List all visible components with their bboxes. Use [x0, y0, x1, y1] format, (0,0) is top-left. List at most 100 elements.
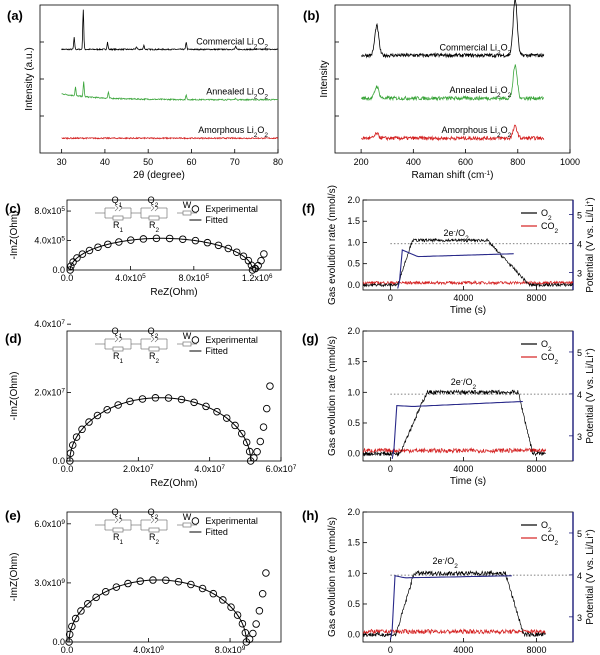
y-tick-label: 2.0 — [347, 195, 360, 205]
o2-line — [363, 389, 546, 457]
experimental-point — [67, 262, 75, 270]
series-line-0 — [361, 0, 545, 59]
label-part: 2 — [254, 93, 258, 100]
experimental-point — [233, 611, 242, 619]
label-part: 1 — [119, 227, 123, 234]
label-part: Amorphous Li — [441, 125, 497, 135]
x-axis-label: Time (s) — [450, 476, 486, 487]
experimental-point — [103, 405, 111, 414]
annotation-label: 2e-/O2 — [433, 556, 459, 570]
label-part: 4.0x10 — [194, 464, 221, 474]
legend-label-experimental: Experimental — [205, 335, 258, 345]
legend-label-experimental: Experimental — [205, 516, 258, 526]
experimental-point — [213, 407, 221, 416]
label-part: 2 — [155, 539, 159, 546]
series-label-2: Amorphous Li2O2 — [441, 125, 511, 139]
experimental-point — [191, 236, 200, 245]
x-tick-label: 400 — [406, 157, 421, 167]
label-part: 2.0x10 — [123, 464, 150, 474]
label-part: 0.0 — [61, 464, 74, 474]
experimental-point — [245, 635, 254, 643]
label-part: R — [149, 351, 156, 361]
label-part: Raman shift (cm — [412, 170, 485, 181]
circuit-q-label: Q1 — [112, 507, 123, 521]
label-part: ) — [585, 197, 596, 200]
label-part: Commercial Li — [439, 42, 497, 52]
experimental-point — [190, 398, 198, 407]
circuit-q-label: Q2 — [148, 507, 159, 521]
legend-label-o2: O2 — [541, 339, 552, 353]
x-tick-label: 800 — [510, 157, 525, 167]
label-part: O — [541, 520, 548, 530]
panel-label: (e) — [5, 508, 21, 523]
label-part: 4.0x10 — [34, 236, 61, 246]
experimental-point — [252, 620, 260, 628]
experimental-point — [73, 254, 81, 262]
experimental-point — [72, 433, 81, 441]
label-part: 0.0 — [52, 265, 65, 275]
experimental-point — [69, 258, 77, 266]
label-part: 2.0x10 — [34, 388, 61, 398]
label-part: 2 — [264, 43, 268, 50]
label-part: 9 — [242, 645, 246, 652]
y-tick-label: 0.5 — [347, 418, 360, 428]
experimental-point — [262, 404, 271, 413]
circuit-q-label: Q1 — [112, 195, 123, 209]
panel-label: (a) — [7, 8, 23, 23]
legend-marker-experimental — [191, 205, 200, 213]
experimental-point — [101, 587, 110, 596]
x-tick-label: 2.0x107 — [123, 464, 154, 475]
y-tick-label: 1.0 — [347, 237, 360, 247]
label-part: 2 — [472, 383, 476, 390]
label-part: Annealed Li — [206, 87, 254, 97]
experimental-point — [136, 577, 145, 585]
experimental-point — [149, 576, 157, 584]
x-tick-label: 50 — [143, 157, 153, 167]
label-part: O — [541, 208, 548, 218]
label-part: + — [585, 532, 592, 536]
experimental-point — [203, 238, 212, 247]
x-tick-label: 4000 — [453, 645, 473, 655]
experimental-point — [127, 236, 135, 244]
label-part: 9 — [160, 645, 164, 652]
x-tick-label: 4.0x105 — [115, 273, 146, 284]
legend-label-co2: CO2 — [541, 221, 559, 235]
label-part: 2 — [454, 563, 458, 570]
y-tick-label: 1.5 — [347, 538, 360, 548]
x-tick-label: 4.0x109 — [133, 645, 164, 655]
experimental-point — [266, 382, 274, 390]
label-part: 5 — [61, 235, 65, 242]
label-part: CO — [541, 533, 555, 543]
series-line-0 — [61, 9, 279, 52]
plot-frame — [66, 511, 282, 643]
panel-label: (d) — [5, 331, 22, 346]
x-tick-label: 8000 — [526, 293, 546, 303]
y-tick-label: 0.0 — [347, 280, 360, 290]
y-tick-label: 2.0 — [347, 507, 360, 517]
legend-label-fitted: Fitted — [205, 346, 228, 356]
y-axis-label: -ImZ(Ohm) — [9, 553, 20, 602]
experimental-point — [77, 607, 85, 615]
x-tick-label: 1000 — [560, 157, 580, 167]
circuit-q-label: Q2 — [148, 326, 159, 340]
experimental-point — [139, 235, 148, 243]
experimental-point — [249, 629, 257, 638]
label-part: 0.0 — [52, 637, 65, 647]
y-tick-label: 1.5 — [347, 216, 360, 226]
label-part: 2e — [443, 228, 453, 238]
x-tick-label: 60 — [186, 157, 196, 167]
y2-tick-label: 3 — [577, 269, 582, 279]
label-part: 0.0 — [52, 456, 65, 466]
y2-tick-label: 5 — [577, 348, 582, 358]
legend-label-o2: O2 — [541, 208, 552, 222]
series-label-0: Commercial Li2O2 — [439, 42, 511, 56]
y-tick-label: 0.0 — [52, 637, 65, 647]
label-part: Commercial Li — [196, 36, 254, 46]
label-part: 2e — [451, 377, 461, 387]
y2-tick-label: 4 — [577, 240, 582, 250]
potential-line — [391, 400, 523, 459]
label-part: 0.0 — [61, 645, 74, 655]
experimental-point — [259, 423, 268, 431]
experimental-point — [214, 241, 223, 250]
label-part: 2 — [497, 92, 501, 99]
